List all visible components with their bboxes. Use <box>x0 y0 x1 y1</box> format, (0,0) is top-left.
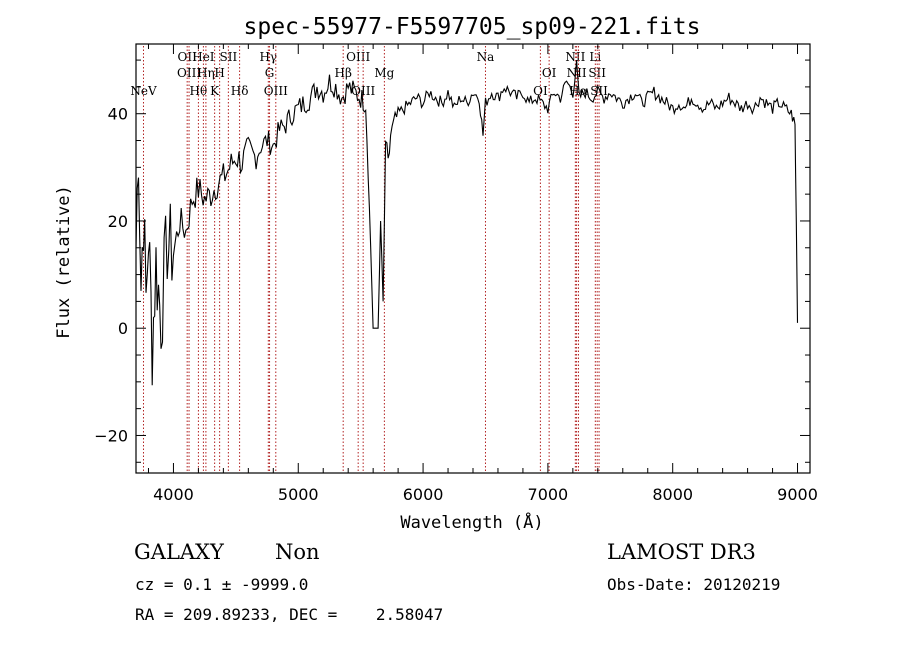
emission-line-label: Hδ <box>231 84 249 98</box>
x-tick-label: 5000 <box>278 485 319 504</box>
x-axis-ticks: 4000 5000 6000 7000 8000 9000 <box>147 44 818 504</box>
object-class: GALAXY <box>134 540 224 564</box>
emission-line-markers: NeVOIIOIIIHθHeIHηKHSIIHδHγGOIIIHβOIIIOII… <box>130 46 608 472</box>
y-axis-label: Flux (relative) <box>54 185 74 339</box>
emission-line-label: NII <box>565 50 585 64</box>
emission-line-label: SII <box>588 66 606 80</box>
survey-name: LAMOST DR3 <box>607 540 756 564</box>
x-axis-label: Wavelength (Å) <box>400 511 543 533</box>
observation-date: Obs-Date: 20120219 <box>607 575 781 594</box>
x-tick-label: 6000 <box>403 485 444 504</box>
emission-line-label: Mg <box>374 66 394 80</box>
emission-line-label: SII <box>590 84 608 98</box>
emission-line-label: OIII <box>351 84 375 98</box>
y-tick-label: 0 <box>118 319 128 338</box>
emission-line-label: OI <box>542 66 557 80</box>
y-tick-label: −20 <box>94 426 128 445</box>
emission-line-label: OIII <box>346 50 370 64</box>
emission-line-label: OI <box>533 84 548 98</box>
emission-line-label: Hβ <box>334 66 351 80</box>
x-tick-label: 9000 <box>777 485 818 504</box>
plot-frame <box>135 43 811 474</box>
chart-title: spec-55977-F5597705_sp09-221.fits <box>244 14 701 40</box>
object-subclass: Non <box>275 540 320 564</box>
emission-line-label: OIII <box>264 84 288 98</box>
emission-line-label: Hγ <box>259 50 277 64</box>
x-tick-label: 7000 <box>528 485 569 504</box>
x-tick-label: 8000 <box>652 485 693 504</box>
emission-line-label: Li <box>589 50 601 64</box>
emission-line-label: NeV <box>130 84 157 98</box>
redshift-cz: cz = 0.1 ± -9999.0 <box>135 575 309 594</box>
ra-dec-coordinates: RA = 209.89233, DEC = 2.58047 <box>135 605 444 624</box>
flux-series-line <box>135 59 799 386</box>
y-tick-label: 40 <box>108 105 128 124</box>
emission-line-label: Hθ <box>190 84 208 98</box>
y-tick-label: 20 <box>108 212 128 231</box>
emission-line-label: G <box>265 66 275 80</box>
emission-line-label: Hη <box>197 66 215 80</box>
emission-line-label: OII <box>178 50 198 64</box>
emission-line-label: OIII <box>177 66 201 80</box>
y-axis-ticks: −20 0 20 40 <box>94 59 810 463</box>
emission-line-label: HeI <box>192 50 215 64</box>
emission-line-label: NII <box>567 66 587 80</box>
x-tick-label: 4000 <box>153 485 194 504</box>
emission-line-label: SII <box>220 50 238 64</box>
emission-line-label: H <box>214 66 224 80</box>
emission-line-label: Na <box>477 50 495 64</box>
emission-line-label: K <box>210 84 220 98</box>
